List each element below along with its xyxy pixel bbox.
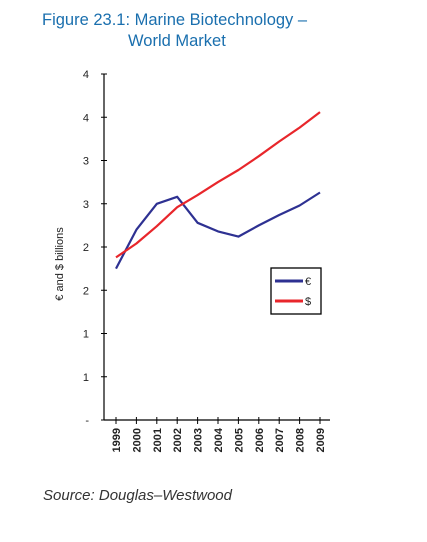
title-line-1: Figure 23.1: Marine Biotechnology – xyxy=(42,11,308,29)
y-tick-label: 2 xyxy=(83,242,89,254)
x-tick-label: 2001 xyxy=(152,428,164,452)
x-tick-label: 2002 xyxy=(172,428,184,452)
chart-series xyxy=(115,111,321,270)
y-tick-label: 1 xyxy=(83,329,89,341)
chart-legend: €$ xyxy=(270,267,322,315)
y-axis-label: € and $ billions xyxy=(54,227,66,301)
chart-axes xyxy=(103,74,330,421)
y-tick-label: 3 xyxy=(83,156,89,168)
legend-box xyxy=(270,267,322,315)
y-tick-label: 4 xyxy=(83,112,89,124)
y-tick-label: - xyxy=(85,415,89,427)
series-line-dollar xyxy=(115,111,321,259)
series-line-euro xyxy=(115,191,321,270)
chart-title: Figure 23.1: Marine Biotechnology – Worl… xyxy=(42,10,402,52)
legend-label-euro: € xyxy=(305,276,311,288)
x-tick-label: 2000 xyxy=(131,428,143,452)
x-tick-label: 2007 xyxy=(274,428,286,452)
x-tick-label: 2008 xyxy=(295,428,307,452)
title-line-2: World Market xyxy=(128,32,226,50)
y-tick-label: 4 xyxy=(83,69,89,81)
legend-label-dollar: $ xyxy=(305,296,311,308)
x-tick-label: 2004 xyxy=(213,427,225,452)
source-note: Source: Douglas–Westwood xyxy=(43,487,232,504)
x-tick-label: 2009 xyxy=(315,428,327,452)
line-chart: - 1 1 2 2 3 3 4 4 1999 2000 2001 2002 2003 2004 2005 20… xyxy=(54,69,330,452)
y-axis-ticks: - 1 1 2 2 3 3 4 4 xyxy=(83,69,107,427)
x-tick-label: 2003 xyxy=(193,428,205,452)
y-tick-label: 3 xyxy=(83,199,89,211)
x-tick-label: 1999 xyxy=(111,428,123,452)
y-tick-label: 1 xyxy=(83,372,89,384)
x-tick-label: 2005 xyxy=(233,428,245,452)
x-tick-label: 2006 xyxy=(254,428,266,452)
y-tick-label: 2 xyxy=(83,285,89,297)
x-axis-ticks: 1999 2000 2001 2002 2003 2004 2005 2006 2007 2008… xyxy=(111,417,327,452)
